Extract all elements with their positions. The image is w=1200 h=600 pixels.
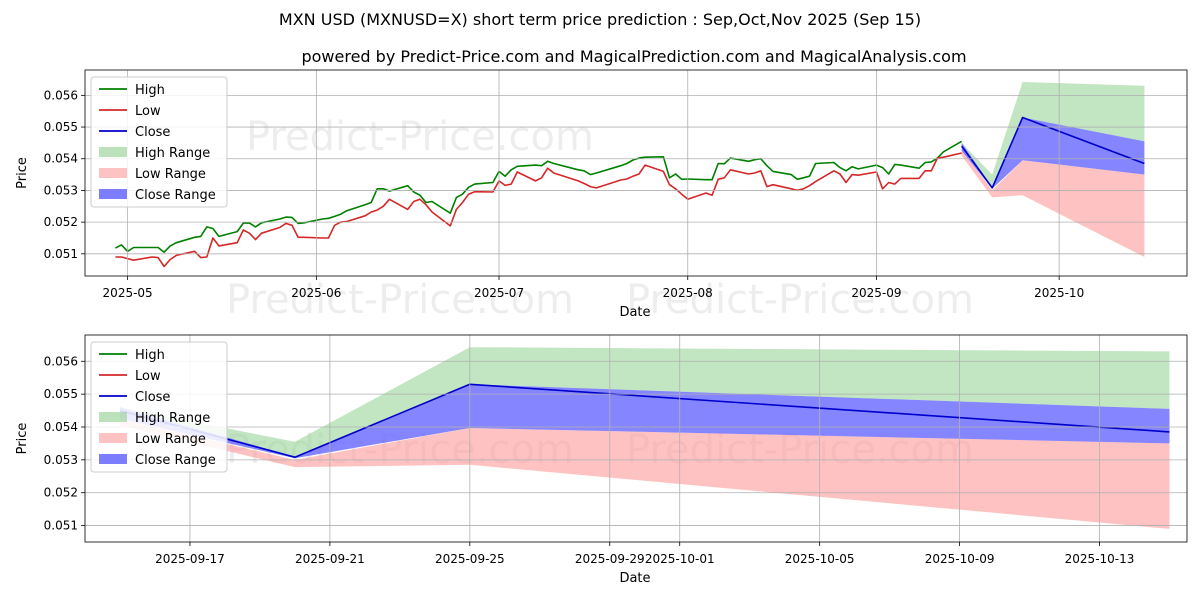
legend-low-range-swatch <box>99 433 127 443</box>
legend-high-range-swatch <box>99 147 127 157</box>
y-tick-label: 0.055 <box>44 387 78 401</box>
legend-close-label: Close <box>135 390 170 405</box>
x-tick-label: 2025-07 <box>474 286 524 300</box>
legend-close-label: Close <box>135 125 170 140</box>
legend-high-range-label: High Range <box>135 411 210 426</box>
chart-panel-1: Predict-Price.com Predict-Price.com Predic… <box>15 69 1188 323</box>
y-tick-label: 0.053 <box>44 453 78 467</box>
x-tick-label: 2025-09 <box>851 286 901 300</box>
legend-low-range-label: Low Range <box>135 432 206 447</box>
x-tick-label: 2025-10-09 <box>925 552 995 566</box>
watermark: Predict-Price.com <box>226 277 574 323</box>
low-range-band <box>961 149 1145 257</box>
y-tick-label: 0.051 <box>44 519 78 533</box>
legend-high-range-swatch <box>99 412 127 422</box>
plot-area: Predict-Price.com <box>115 82 1145 268</box>
x-tick-label: 2025-09-17 <box>155 552 225 566</box>
legend: High Low Close High Range Low Range Close Ran… <box>90 76 228 208</box>
y-tick-label: 0.055 <box>44 120 78 134</box>
x-axis-label: Date <box>619 571 650 586</box>
chart-title: MXN USD (MXNUSD=X) short term price pred… <box>279 10 921 29</box>
x-tick-label: 2025-06 <box>291 286 341 300</box>
low-line <box>115 152 962 268</box>
low-range-band <box>120 418 1170 529</box>
y-tick-label: 0.054 <box>44 152 78 166</box>
watermark: Predict-Price.com <box>626 277 974 323</box>
close-range-band <box>120 384 1170 459</box>
legend-low-label: Low <box>135 104 161 119</box>
x-axis-label: Date <box>619 305 650 320</box>
watermark: Predict-Price.com <box>246 114 594 160</box>
y-tick-label: 0.053 <box>44 183 78 197</box>
legend-close-range-swatch <box>99 189 127 199</box>
legend-high-label: High <box>135 348 165 363</box>
high-range-band <box>120 347 1170 458</box>
x-tick-label: 2025-10-13 <box>1065 552 1135 566</box>
legend-high-range-label: High Range <box>135 146 210 161</box>
legend-high-label: High <box>135 83 165 98</box>
y-tick-label: 0.056 <box>44 354 78 368</box>
y-axis-label: Price <box>15 157 30 189</box>
chart-subtitle: powered by Predict-Price.com and Magical… <box>301 47 966 66</box>
high-range-band <box>961 82 1145 188</box>
legend-close-range-label: Close Range <box>135 453 216 468</box>
legend-close-range-swatch <box>99 454 127 464</box>
close-range-band <box>961 117 1145 189</box>
x-tick-label: 2025-09-25 <box>435 552 505 566</box>
y-axis-label: Price <box>15 423 30 455</box>
legend-low-range-swatch <box>99 168 127 178</box>
y-tick-label: 0.056 <box>44 88 78 102</box>
legend: High Low Close High Range Low Range Close Ran… <box>90 341 228 473</box>
y-tick-label: 0.052 <box>44 486 78 500</box>
plot-frame <box>84 69 1188 277</box>
x-tick-label: 2025-09-29 <box>575 552 645 566</box>
plot-frame <box>84 334 1188 543</box>
legend-low-label: Low <box>135 369 161 384</box>
x-tick-label: 2025-10-01 <box>645 552 715 566</box>
y-tick-label: 0.052 <box>44 215 78 229</box>
x-tick-label: 2025-10 <box>1034 286 1084 300</box>
x-tick-label: 2025-08 <box>663 286 713 300</box>
close-line <box>961 116 1145 189</box>
legend-close-range-label: Close Range <box>135 188 216 203</box>
y-tick-label: 0.051 <box>44 247 78 261</box>
y-tick-label: 0.054 <box>44 420 78 434</box>
legend-low-range-label: Low Range <box>135 167 206 182</box>
high-line <box>115 140 963 253</box>
x-tick-label: 2025-10-05 <box>785 552 855 566</box>
x-tick-label: 2025-09-21 <box>295 552 365 566</box>
x-tick-label: 2025-05 <box>103 286 153 300</box>
